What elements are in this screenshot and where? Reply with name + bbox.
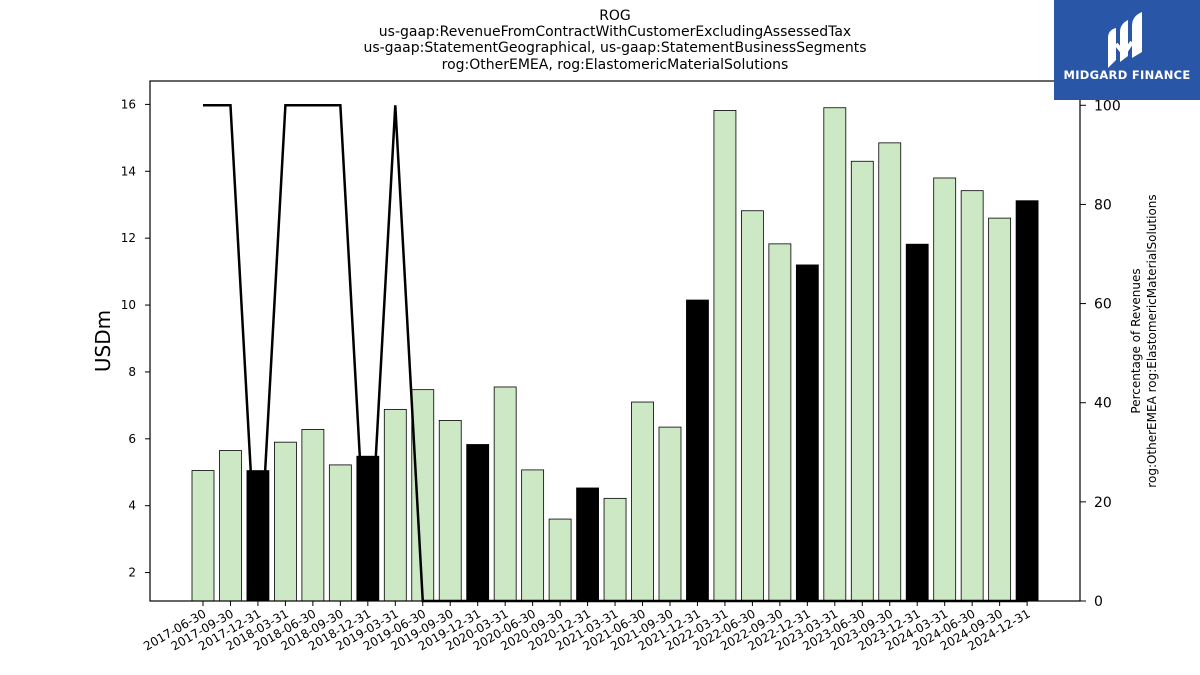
chart-title-line-3: us-gaap:StatementGeographical, us-gaap:S… (363, 40, 866, 56)
y-tick-label-6: 6 (128, 432, 136, 446)
bar-2018-06-30 (301, 429, 325, 602)
y2-tick-label-0: 0 (1094, 594, 1103, 610)
brand-logo: MIDGARD FINANCE (1054, 0, 1200, 100)
y-tick-label-4: 4 (128, 499, 136, 513)
y-tick-label-8: 8 (128, 365, 136, 379)
y-tick-label-10: 10 (121, 298, 136, 312)
bar-2020-09-30 (548, 518, 572, 602)
y2-axis-label-line-1: Percentage of Revenues (1129, 268, 1143, 413)
bar-2022-06-30 (741, 210, 764, 602)
y2-tick-label-80: 80 (1094, 197, 1112, 213)
y2-tick-label-20: 20 (1094, 495, 1112, 511)
bar-2019-03-31 (383, 408, 407, 602)
bar-series (191, 107, 1039, 602)
bar-2019-09-30 (438, 420, 462, 602)
bar-2018-09-30 (328, 464, 352, 602)
y-tick-label-16: 16 (121, 97, 136, 111)
chart-title-line-4: rog:OtherEMEA, rog:ElastomericMaterialSo… (442, 57, 789, 73)
bar-2021-09-30 (658, 426, 682, 602)
bar-2024-06-30 (960, 190, 984, 602)
bar-2019-12-31 (466, 444, 490, 602)
bar-2017-09-30 (219, 450, 242, 602)
y-tick-label-2: 2 (128, 566, 136, 580)
bar-2023-09-30 (878, 142, 902, 602)
y-tick-label-14: 14 (121, 164, 136, 178)
bar-2023-03-31 (823, 107, 847, 602)
bar-2021-03-31 (603, 497, 627, 602)
bar-2021-12-31 (686, 299, 709, 602)
y-axis-label: USDm (91, 310, 115, 372)
bar-2017-06-30 (191, 470, 215, 602)
y2-tick-label-60: 60 (1094, 297, 1112, 313)
bar-2022-09-30 (768, 243, 792, 602)
bar-2023-06-30 (850, 160, 874, 602)
bar-2022-12-31 (795, 264, 819, 602)
y2-tick-label-40: 40 (1094, 396, 1112, 412)
bar-2024-03-31 (933, 177, 957, 602)
bar-2021-06-30 (631, 401, 654, 602)
chart-title-group: ROG us-gaap:RevenueFromContractWithCusto… (363, 8, 866, 73)
y-tick-label-12: 12 (121, 231, 136, 245)
bar-2018-03-31 (274, 441, 297, 602)
bar-2022-03-31 (713, 110, 737, 602)
bar-2019-06-30 (411, 389, 435, 602)
bar-2023-12-31 (905, 243, 929, 602)
chart-title-line-2: us-gaap:RevenueFromContractWithCustomerE… (379, 24, 851, 40)
y2-tick-label-100: 100 (1094, 98, 1121, 114)
bar-2020-12-31 (576, 487, 599, 602)
bar-2020-06-30 (521, 469, 545, 602)
bar-2024-12-31 (1015, 200, 1039, 602)
bar-2024-09-30 (988, 217, 1012, 602)
midgard-logo-icon (1108, 12, 1142, 68)
bar-2020-03-31 (493, 386, 517, 602)
logo-text: MIDGARD FINANCE (1063, 68, 1191, 82)
y2-axis-label-line-2: rog:OtherEMEA rog:ElastomericMaterialSol… (1145, 194, 1159, 487)
chart-title-line-1: ROG (599, 8, 631, 24)
